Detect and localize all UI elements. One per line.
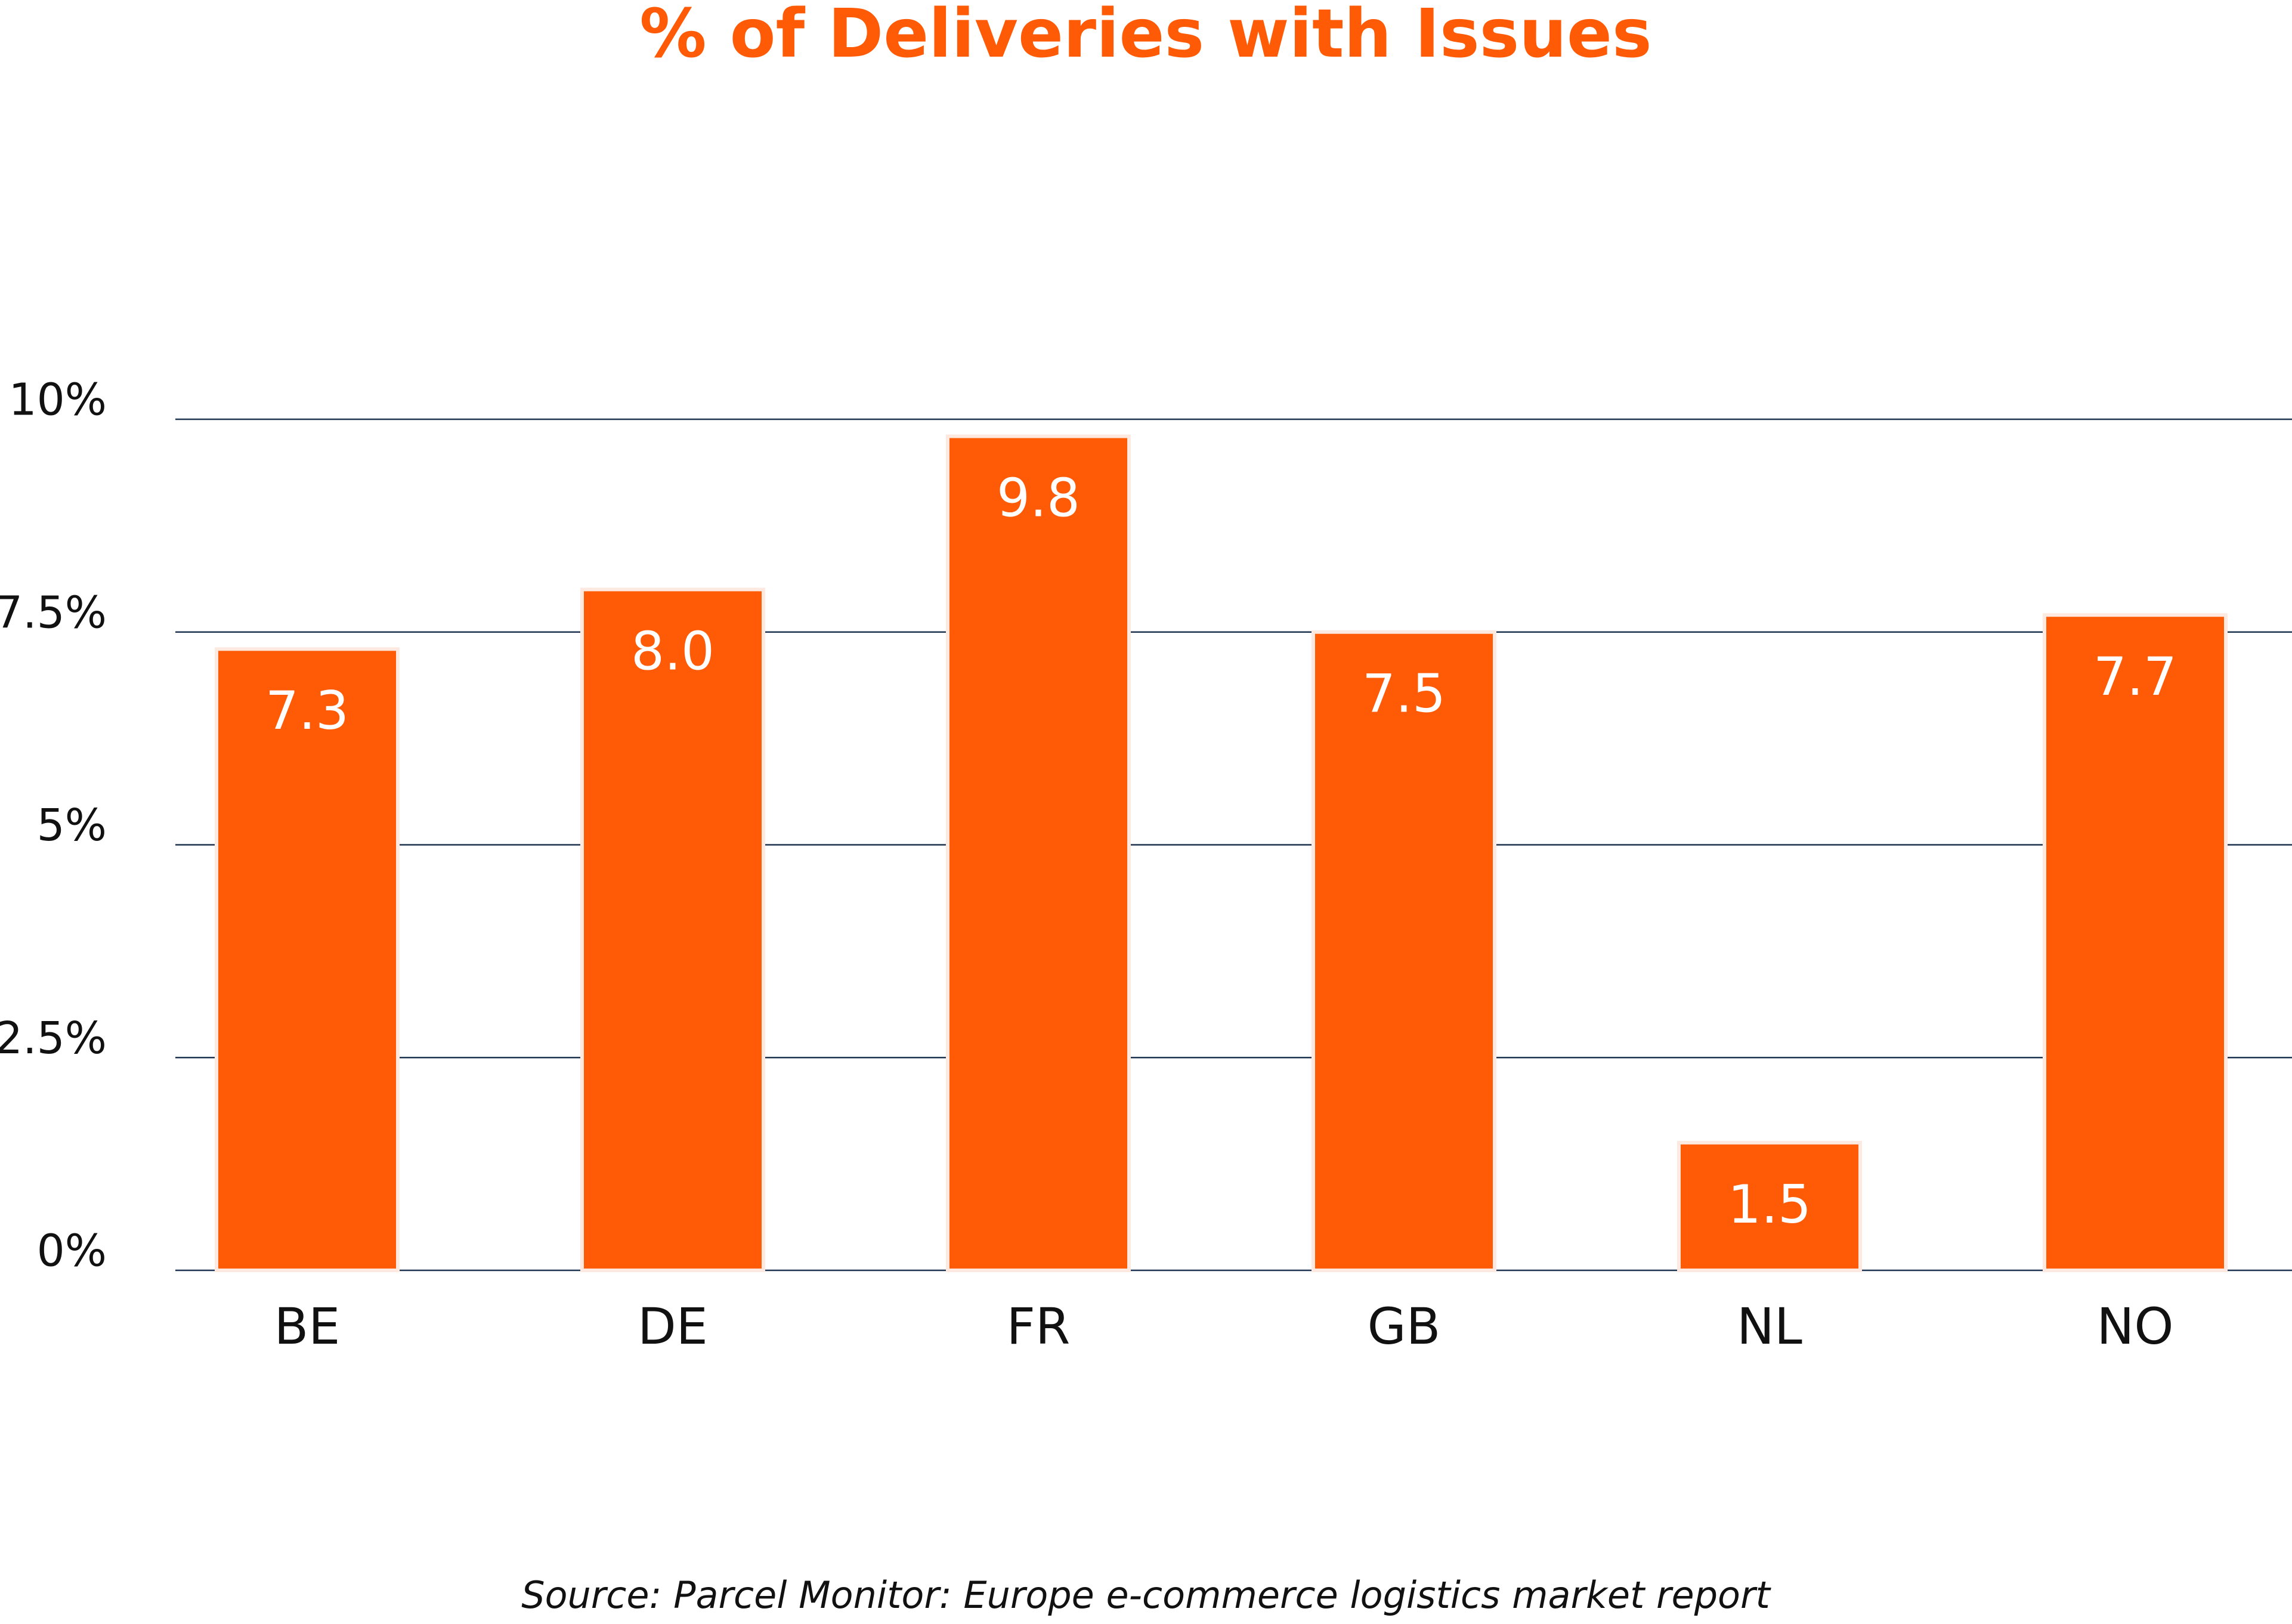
value-label: 9.8 <box>997 467 1080 528</box>
bar <box>1677 1140 1862 1272</box>
x-tick-label: BE <box>274 1297 341 1356</box>
value-label: 8.0 <box>631 620 714 682</box>
bar <box>1312 630 1496 1272</box>
bar <box>946 434 1131 1272</box>
x-tick-label: NO <box>2097 1297 2174 1356</box>
x-tick-label: GB <box>1368 1297 1441 1356</box>
x-tick-label: FR <box>1007 1297 1071 1356</box>
bar <box>2043 613 2228 1272</box>
value-label: 1.5 <box>1728 1174 1811 1235</box>
value-label: 7.5 <box>1362 663 1446 725</box>
bar <box>215 647 400 1272</box>
chart-title: % of Deliveries with Issues <box>639 0 1651 73</box>
y-tick-label: 7.5% <box>0 587 107 638</box>
value-label: 7.7 <box>2093 646 2177 707</box>
y-tick-label: 0% <box>37 1226 107 1277</box>
x-tick-label: NL <box>1737 1297 1802 1356</box>
y-tick-label: 10% <box>9 375 107 426</box>
x-tick-label: DE <box>638 1297 708 1356</box>
y-tick-label: 2.5% <box>0 1013 107 1064</box>
bar <box>580 587 765 1272</box>
value-label: 7.3 <box>265 680 349 741</box>
y-tick-label: 5% <box>37 800 107 851</box>
source-note: Source: Parcel Monitor: Europe e-commerc… <box>521 1573 1771 1617</box>
